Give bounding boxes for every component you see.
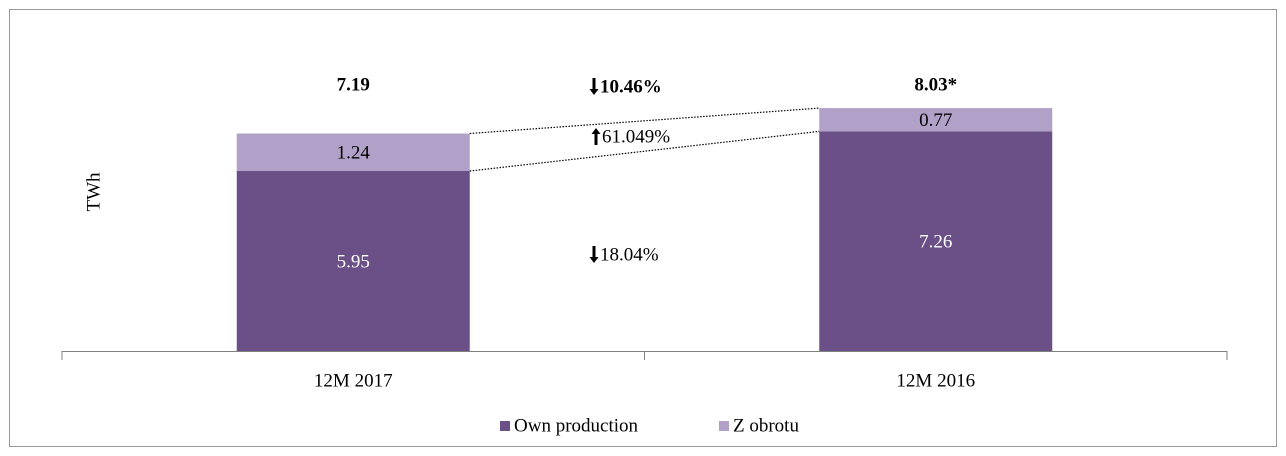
bar-segment: [236, 171, 470, 351]
legend-swatch: [500, 421, 510, 431]
change-label: 18.04%: [600, 244, 659, 265]
legend-swatch: [719, 421, 729, 431]
legend-label: Own production: [514, 415, 639, 436]
total-label: 8.03*: [914, 74, 957, 95]
bar-segment: [819, 108, 1053, 132]
legend-label: Z obrotu: [733, 415, 799, 436]
segment-label: 1.24: [337, 143, 371, 164]
total-label: 7.19: [337, 74, 370, 95]
x-tick-label: 12M 2017: [314, 370, 393, 391]
y-axis-label: TWh: [83, 172, 104, 212]
segment-label: 5.95: [337, 251, 370, 272]
change-label: 10.46%: [600, 76, 662, 97]
connector-line: [469, 107, 820, 135]
segment-label: 7.26: [919, 232, 952, 253]
change-arrow: [589, 78, 599, 95]
x-tick-label: 12M 2016: [896, 370, 975, 391]
chart-border: [9, 9, 1277, 447]
bar-segment: [236, 133, 470, 172]
change-arrow: [589, 246, 599, 263]
segment-label: 0.77: [919, 110, 952, 131]
change-arrow: [591, 128, 601, 145]
bar-segment: [819, 131, 1053, 351]
change-label: 61.049%: [602, 126, 670, 147]
